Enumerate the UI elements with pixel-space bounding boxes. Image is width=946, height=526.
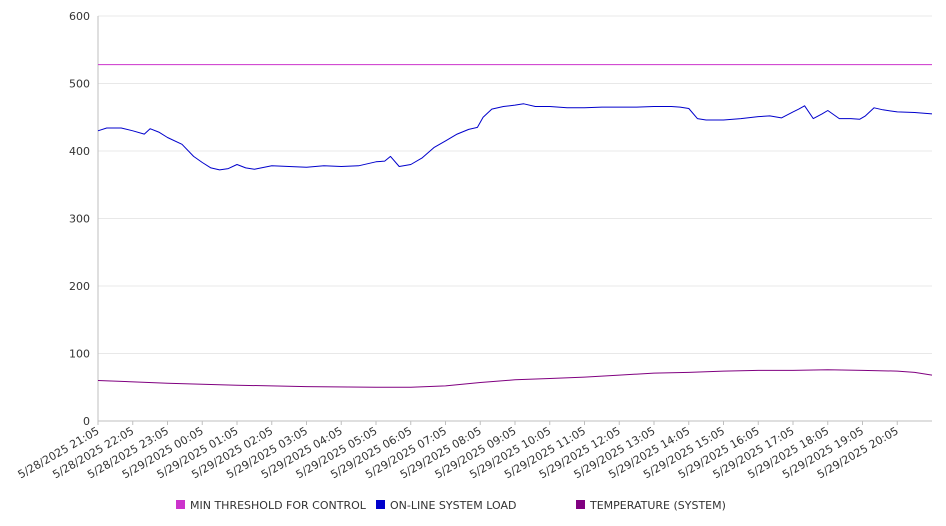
legend-label: MIN THRESHOLD FOR CONTROL bbox=[190, 499, 367, 512]
y-tick-label: 500 bbox=[69, 78, 90, 91]
y-tick-label: 300 bbox=[69, 213, 90, 226]
y-tick-label: 0 bbox=[83, 415, 90, 428]
legend-swatch bbox=[576, 500, 585, 509]
x-axis-ticks: 5/28/2025 21:055/28/2025 22:055/28/2025 … bbox=[16, 421, 901, 481]
series-lines bbox=[97, 64, 933, 388]
y-axis-ticks: 0 100 200 300 400 500 600 bbox=[69, 10, 90, 428]
grid-lines bbox=[98, 15, 932, 354]
legend-swatch bbox=[176, 500, 185, 509]
legend-label: TEMPERATURE (SYSTEM) bbox=[589, 499, 726, 512]
series-line-3 bbox=[97, 369, 933, 388]
series-line-2 bbox=[97, 103, 933, 171]
y-tick-label: 100 bbox=[69, 348, 90, 361]
y-tick-label: 600 bbox=[69, 10, 90, 23]
legend: MIN THRESHOLD FOR CONTROL ON-LINE SYSTEM … bbox=[176, 499, 726, 512]
legend-label: ON-LINE SYSTEM LOAD bbox=[390, 499, 516, 512]
y-tick-label: 400 bbox=[69, 145, 90, 158]
legend-swatch bbox=[376, 500, 385, 509]
y-tick-label: 200 bbox=[69, 280, 90, 293]
